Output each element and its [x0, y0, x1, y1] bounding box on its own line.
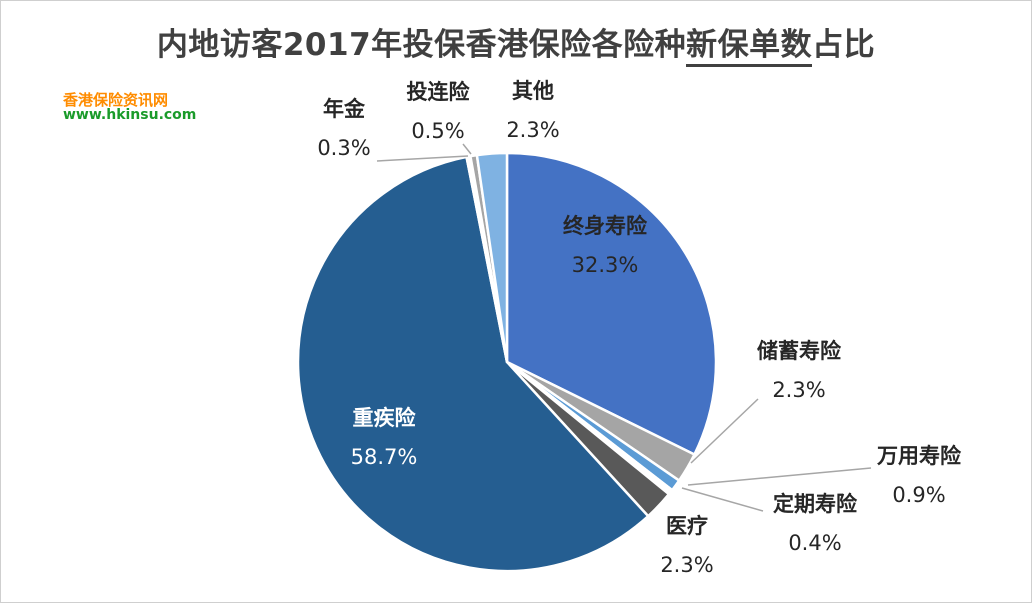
title-emphasis: 新保单数: [686, 27, 813, 67]
slice-percent: 32.3%: [572, 253, 639, 277]
leader-line: [462, 143, 472, 155]
slice-percent: 2.3%: [660, 553, 713, 577]
slice-label: 医疗: [666, 514, 708, 538]
slice-percent: 58.7%: [351, 445, 418, 469]
pie-slice: [505, 151, 718, 456]
slice-percent: 0.4%: [788, 531, 841, 555]
slice-label: 万用寿险: [876, 444, 962, 468]
slice-label: 投连险: [407, 80, 471, 104]
pie-slice: [296, 155, 650, 573]
leader-line: [687, 467, 872, 486]
leader-line: [690, 398, 759, 464]
watermark-site-name: 香港保险资讯网: [63, 91, 169, 109]
slice-percent: 0.3%: [317, 136, 370, 160]
slice-percent: 0.9%: [892, 483, 945, 507]
watermark-url: www.hkinsu.com: [63, 107, 197, 123]
slice-percent: 2.3%: [506, 118, 559, 142]
slice-label: 年金: [323, 97, 366, 121]
slice-percent: 2.3%: [772, 378, 825, 402]
leader-line: [376, 155, 469, 162]
slice-label: 终身寿险: [563, 214, 648, 238]
slice-label: 定期寿险: [773, 492, 858, 516]
slice-label: 储蓄寿险: [757, 339, 842, 363]
pie-slice: [475, 151, 509, 364]
chart-title: 内地访客2017年投保香港保险各险种新保单数占比: [1, 19, 1031, 67]
slice-label: 重疾险: [353, 406, 417, 430]
slice-percent: 0.5%: [411, 119, 464, 143]
leader-line: [681, 487, 764, 512]
slice-label: 其他: [512, 79, 554, 103]
